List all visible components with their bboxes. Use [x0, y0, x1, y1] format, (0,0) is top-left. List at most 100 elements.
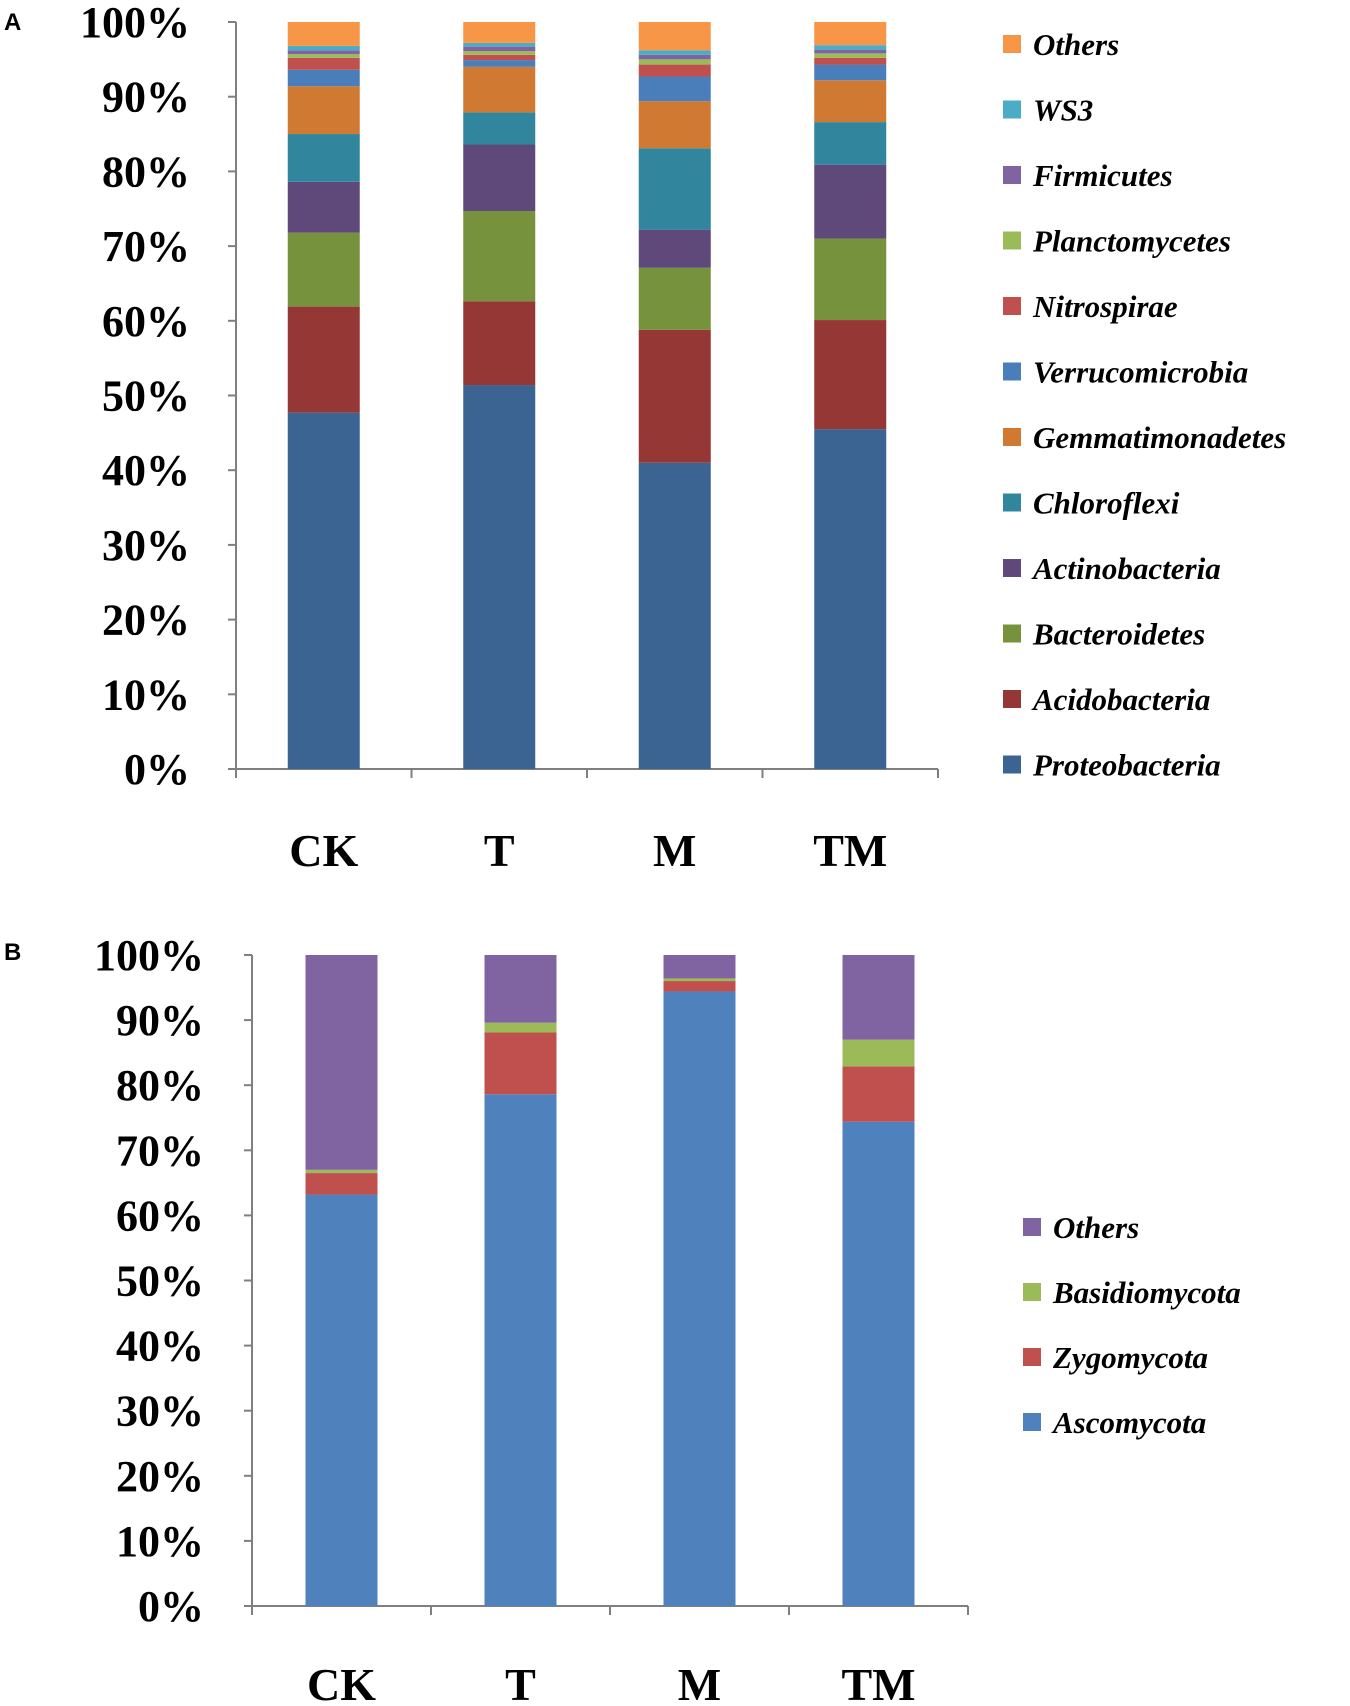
panel-a-bar-t-ws3 — [463, 42, 536, 47]
panel-a-legend-swatch-ws3 — [1003, 100, 1021, 119]
panel-a-bar-t-nitrospirae — [463, 54, 536, 61]
panel-b-category-label: M — [678, 1659, 721, 1706]
panel-b-ytick-label: 30% — [116, 1387, 204, 1436]
panel-a-legend-label-chloroflexi: Chloroflexi — [1033, 486, 1180, 521]
panel-a-bar-m-planctomycetes — [638, 59, 711, 65]
panel-a-bar-tm-chloroflexi — [814, 122, 887, 165]
panel-a-ytick-label: 80% — [102, 147, 190, 196]
panel-b-category-label: TM — [841, 1659, 915, 1706]
panel-a-legend-label-gemmatimonadetes: Gemmatimonadetes — [1033, 420, 1286, 455]
panel-b-bar-m-basidiomycota — [663, 978, 736, 982]
panel-b-ytick-label: 20% — [116, 1452, 204, 1501]
panel-a-bar-tm-others — [814, 22, 887, 46]
panel-a-bar-m-firmicutes — [638, 54, 711, 60]
panel-a-legend-swatch-nitrospirae — [1003, 297, 1021, 315]
panel-b-legend-swatch-zygomycota — [1023, 1348, 1041, 1366]
panel-a-category-label: M — [653, 825, 696, 876]
panel-b-ytick-label: 80% — [116, 1061, 204, 1110]
panel-a-category-label: TM — [813, 825, 887, 876]
panel-b-legend-label-basidiomycota: Basidiomycota — [1052, 1275, 1241, 1310]
panel-b-category-label: CK — [307, 1659, 376, 1706]
panel-b-ytick-label: 90% — [116, 996, 204, 1045]
panel-a-legend-label-ws3: WS3 — [1033, 93, 1093, 128]
panel-b-ytick-label: 10% — [116, 1517, 204, 1566]
panel-a-bar-ck-verrucomicrobia — [287, 69, 360, 87]
panel-b-bar-t-basidiomycota — [484, 1022, 557, 1033]
panel-a-legend-swatch-gemmatimonadetes — [1003, 428, 1021, 446]
panel-b-bar-ck-ascomycota — [305, 1194, 378, 1606]
panel-a-bar-ck-proteobacteria — [287, 412, 360, 769]
panel-b-bar-tm-basidiomycota — [842, 1039, 915, 1067]
panel-a-legend-swatch-proteobacteria — [1003, 755, 1021, 774]
panel-a-bar-t-gemmatimonadetes — [463, 66, 536, 113]
panel-a-bar-tm-bacteroidetes — [814, 238, 887, 321]
panel-b-ytick-label: 70% — [116, 1126, 204, 1175]
panel-a-legend-label-verrucomicrobia: Verrucomicrobia — [1033, 355, 1248, 390]
panel-a-legend-swatch-planctomycetes — [1003, 231, 1021, 250]
panel-a-bar-tm-ws3 — [814, 45, 887, 50]
panel-a-legend-label-planctomycetes: Planctomycetes — [1032, 224, 1231, 259]
panel-a-category-label: T — [484, 825, 515, 876]
panel-b-bar-m-zygomycota — [663, 981, 736, 992]
panel-a-bar-t-verrucomicrobia — [463, 60, 536, 67]
panel-a-bar-m-chloroflexi — [638, 148, 711, 230]
panel-a-bar-tm-actinobacteria — [814, 164, 887, 239]
panel-a-bar-t-acidobacteria — [463, 301, 536, 386]
panel-a-bar-ck-acidobacteria — [287, 306, 360, 413]
panel-a-ytick-label: 90% — [102, 73, 190, 122]
panel-a-chart: A 0%10%20%30%40%50%60%70%80%90%100%CK T M T… — [4, 0, 1286, 876]
panel-a-bar-m-gemmatimonadetes — [638, 101, 711, 149]
panel-a-legend-swatch-acidobacteria — [1003, 690, 1021, 708]
panel-a-bar-tm-planctomycetes — [814, 53, 887, 58]
panel-b-bar-t-zygomycota — [484, 1032, 557, 1095]
panel-a-legend-swatch-chloroflexi — [1003, 493, 1021, 512]
panel-a-bar-ck-actinobacteria — [287, 181, 360, 233]
panel-b-bar-tm-zygomycota — [842, 1066, 915, 1122]
panel-b-bar-m-others — [663, 955, 736, 979]
panel-a-bar-tm-acidobacteria — [814, 320, 887, 430]
panel-a-bar-tm-gemmatimonadetes — [814, 80, 887, 123]
panel-b-legend-swatch-ascomycota — [1023, 1413, 1041, 1431]
panel-a-ytick-label: 100% — [80, 0, 190, 47]
panel-a-bar-m-acidobacteria — [638, 329, 711, 463]
panel-a-legend-label-firmicutes: Firmicutes — [1032, 158, 1173, 193]
panel-a-bar-t-actinobacteria — [463, 144, 536, 211]
panel-a-legend-swatch-verrucomicrobia — [1003, 362, 1021, 381]
panel-b-bar-ck-zygomycota — [305, 1173, 378, 1195]
panel-b-label: B — [4, 939, 21, 966]
panel-a-bar-t-bacteroidetes — [463, 210, 536, 302]
panel-a-ytick-label: 20% — [102, 596, 190, 645]
panel-b-ytick-label: 0% — [138, 1582, 204, 1631]
panel-a-ytick-label: 60% — [102, 297, 190, 346]
panel-a-bar-t-proteobacteria — [463, 385, 536, 769]
panel-b-bar-ck-basidiomycota — [305, 1169, 378, 1174]
panel-a-ytick-label: 40% — [102, 446, 190, 495]
panel-a-bar-ck-planctomycetes — [287, 54, 360, 58]
panel-a-bar-m-others — [638, 22, 711, 51]
panel-b-legend-label-others: Others — [1053, 1210, 1139, 1245]
panel-a-ytick-label: 70% — [102, 222, 190, 271]
panel-a-bar-tm-nitrospirae — [814, 57, 887, 65]
panel-a-bar-m-proteobacteria — [638, 462, 711, 769]
panel-a-ytick-label: 30% — [102, 521, 190, 570]
panel-b-legend-label-zygomycota: Zygomycota — [1052, 1340, 1208, 1375]
panel-b-ytick-label: 50% — [116, 1257, 204, 1306]
panel-a-legend-label-nitrospirae: Nitrospirae — [1032, 289, 1178, 324]
panel-b-bar-t-ascomycota — [484, 1094, 557, 1606]
panel-b-legend-swatch-others — [1023, 1218, 1041, 1236]
panel-a-label: A — [4, 9, 21, 36]
panel-a-bar-m-nitrospirae — [638, 64, 711, 77]
panel-a-bar-ck-nitrospirae — [287, 57, 360, 70]
panel-a-bar-ck-firmicutes — [287, 50, 360, 55]
panel-b-ytick-label: 40% — [116, 1322, 204, 1371]
panel-a-legend-label-bacteroidetes: Bacteroidetes — [1032, 617, 1205, 652]
panel-b-legend-label-ascomycota: Ascomycota — [1051, 1405, 1206, 1440]
panel-b-bar-tm-others — [842, 955, 915, 1040]
panel-a-bar-t-others — [463, 22, 536, 43]
panel-a-bar-tm-firmicutes — [814, 49, 887, 54]
panel-a-bar-t-firmicutes — [463, 46, 536, 52]
panel-b-bar-m-ascomycota — [663, 991, 736, 1606]
panel-a-bar-t-planctomycetes — [463, 51, 536, 55]
panel-a-legend-swatch-others — [1003, 35, 1021, 53]
